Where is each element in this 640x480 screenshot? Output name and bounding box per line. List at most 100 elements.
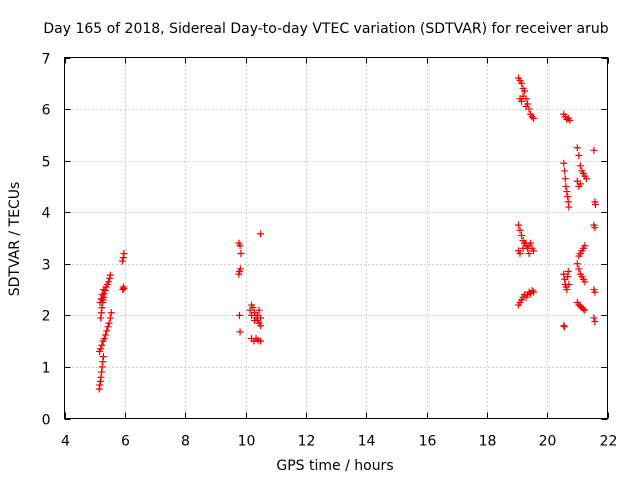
y-tick-label: 4 [42,206,51,222]
x-tick-label: 8 [181,434,190,450]
data-point [236,242,244,250]
y-tick-label: 1 [42,361,51,377]
data-point [525,249,533,257]
x-tick-label: 10 [238,434,256,450]
data-point [561,175,569,183]
data-point [249,304,257,312]
data-point [98,363,106,371]
data-point [527,290,535,298]
data-point [99,358,107,366]
data-point [97,309,105,317]
y-tick-label: 0 [42,413,51,429]
data-points [95,74,599,393]
data-point [257,314,265,322]
data-point [105,319,113,327]
data-point [255,306,263,314]
data-point [530,288,538,296]
chart-title: Day 165 of 2018, Sidereal Day-to-day VTE… [43,21,608,37]
x-tick-label: 18 [479,434,497,450]
data-point [119,283,127,291]
data-point [591,288,599,296]
data-point [236,328,244,336]
data-point [103,327,111,335]
data-point [519,244,527,252]
x-tick-label: 4 [61,434,70,450]
data-point [236,265,244,273]
data-point [251,317,259,325]
data-point [515,221,523,229]
data-point [575,265,583,273]
data-point [96,381,104,389]
data-point [97,373,105,381]
data-point [562,182,570,190]
data-point [561,167,569,175]
data-point [576,162,584,170]
data-point [99,353,107,361]
grid-lines [64,57,608,419]
axis-ticks [64,57,609,420]
data-point [519,92,527,100]
data-point [257,337,265,345]
data-point [563,115,571,123]
data-point [120,249,128,257]
data-point [591,318,599,326]
y-tick-label: 5 [42,155,51,171]
data-point [106,274,114,282]
data-point [106,271,114,279]
data-point [573,260,581,268]
plot-frame [64,57,608,419]
data-point [106,314,114,322]
y-tick-label: 2 [42,309,51,325]
data-point [118,257,126,265]
data-point [521,87,529,95]
data-point [576,302,584,310]
data-point [528,113,536,121]
data-point [565,203,573,211]
y-tick-label: 3 [42,258,51,274]
data-point [96,377,104,385]
data-point [560,322,568,330]
data-point [563,188,571,196]
data-point [97,314,105,322]
data-point [102,331,110,339]
data-point [530,247,538,255]
data-point [564,273,572,281]
data-point [237,249,245,257]
data-point [581,306,589,314]
data-point [565,280,573,288]
data-point [95,385,103,393]
data-point [120,285,128,293]
data-point [582,175,590,183]
y-tick-labels: 0 1 2 3 4 5 6 7 [42,52,51,429]
x-tick-label: 22 [600,434,618,450]
data-point [518,231,526,239]
data-point [564,198,572,206]
data-point [516,226,524,234]
data-point [522,102,530,110]
data-point [104,323,112,331]
data-point [97,295,105,303]
data-point [516,249,524,257]
data-point [581,278,589,286]
data-point [119,254,127,262]
x-axis-label: GPS time / hours [276,458,393,474]
data-point [97,345,105,353]
x-tick-label: 12 [298,434,316,450]
data-point [530,114,538,122]
data-point [98,341,106,349]
data-point [581,242,589,250]
data-point [96,298,104,306]
data-point [518,97,526,105]
data-point [100,286,108,294]
data-point [248,311,256,319]
data-point [98,368,106,376]
y-axis-label: SDTVAR / TECUs [7,182,23,297]
x-tick-labels: 4 6 8 10 12 14 16 18 20 22 [61,434,617,450]
data-point [528,287,536,295]
data-point [579,305,587,313]
data-point [560,323,568,331]
x-tick-label: 6 [121,434,130,450]
data-point [564,193,572,201]
x-tick-label: 16 [419,434,437,450]
